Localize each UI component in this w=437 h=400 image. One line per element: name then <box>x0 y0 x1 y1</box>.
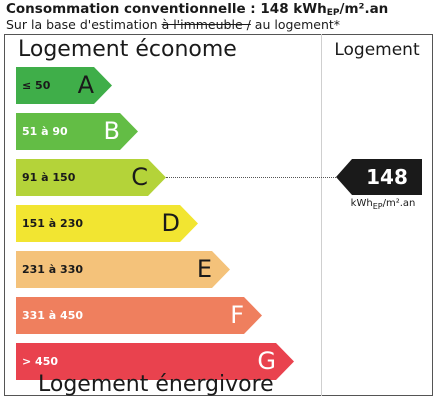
class-range: 151 à 230 <box>22 217 84 230</box>
energy-label-frame <box>4 34 433 396</box>
value-arrow: 148 <box>336 159 422 195</box>
energy-class-c: 91 à 150 C <box>16 159 166 196</box>
label-energivore: Logement énergivore <box>38 372 274 397</box>
consumption-value: 148 <box>366 165 408 189</box>
class-letter: C <box>131 163 148 191</box>
energy-class-f: 331 à 450 F <box>16 297 262 334</box>
class-range: 91 à 150 <box>22 171 76 184</box>
value-leader-line <box>166 177 336 178</box>
consumption-unit: kWhEP/m².an <box>350 198 416 211</box>
class-range: ≤ 50 <box>22 79 51 92</box>
class-letter: B <box>103 117 120 145</box>
energy-class-a: ≤ 50 A <box>16 67 112 104</box>
class-letter: G <box>257 347 276 375</box>
class-letter: E <box>196 255 212 283</box>
label-econome: Logement économe <box>18 37 237 62</box>
energy-class-g: > 450 G <box>16 343 294 380</box>
class-letter: D <box>161 209 180 237</box>
class-range: 331 à 450 <box>22 309 84 322</box>
struck-text: à l'immeuble / <box>161 17 251 32</box>
estimation-basis: Sur la base d'estimation à l'immeuble / … <box>6 17 341 32</box>
class-range: 231 à 330 <box>22 263 84 276</box>
energy-class-d: 151 à 230 D <box>16 205 198 242</box>
class-letter: A <box>77 71 94 99</box>
class-range: 51 à 90 <box>22 125 68 138</box>
energy-class-b: 51 à 90 B <box>16 113 138 150</box>
class-range: > 450 <box>22 355 59 368</box>
class-letter: F <box>230 301 244 329</box>
column-divider <box>321 34 322 396</box>
logement-column-title: Logement <box>334 40 420 60</box>
energy-class-e: 231 à 330 E <box>16 251 230 288</box>
consumption-title: Consommation conventionnelle : 148 kWhEP… <box>6 1 389 18</box>
